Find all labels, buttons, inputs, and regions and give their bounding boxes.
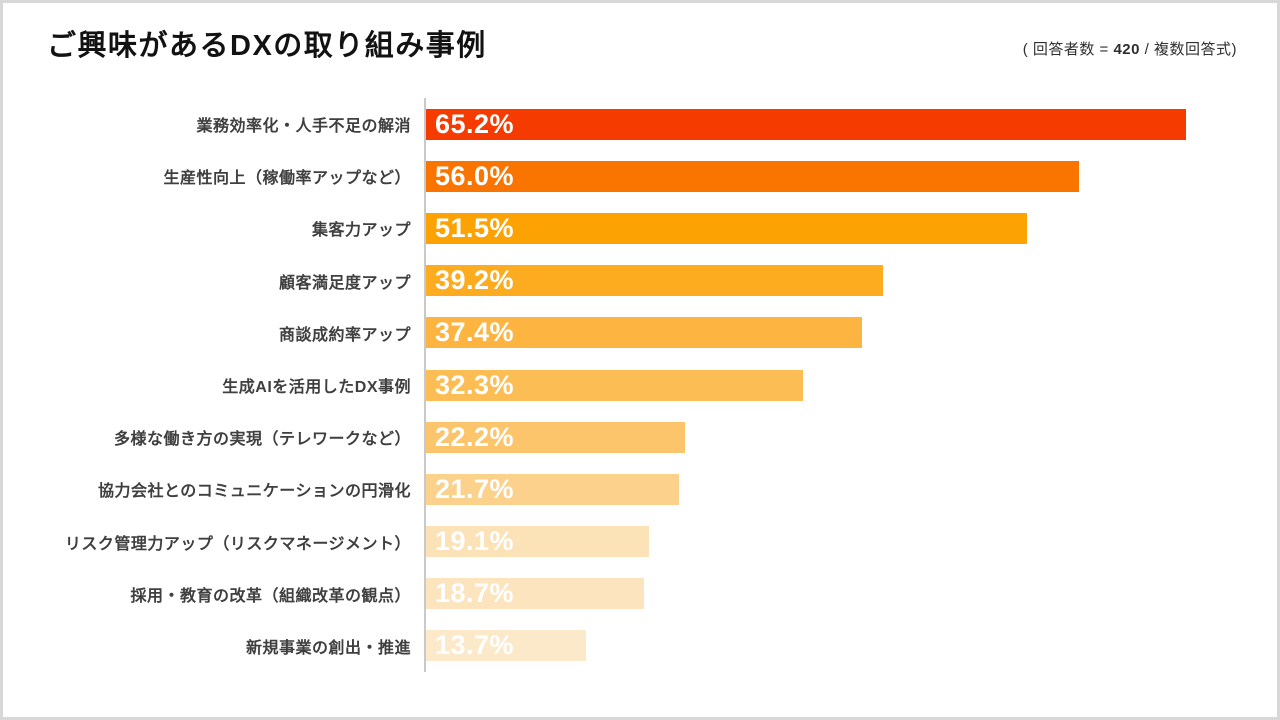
bar: 37.4% [426,317,863,349]
chart-row: 採用・教育の改革（組織改革の観点） 18.7% [3,567,1277,620]
bar-track: 32.3% [424,358,1277,412]
bar: 65.2% [426,108,1187,140]
bar: 39.2% [426,265,884,297]
chart-row: 顧客満足度アップ 39.2% [3,254,1277,307]
bar: 13.7% [426,630,586,662]
bar: 56.0% [426,160,1079,192]
bar-track: 56.0% [424,150,1277,203]
bar: 21.7% [426,473,679,505]
bar-chart: 業務効率化・人手不足の解消 65.2% 生産性向上（稼働率アップなど） 56.0… [3,98,1277,673]
bar-track: 18.7% [424,567,1277,620]
category-label: リスク管理力アップ（リスクマネージメント） [64,535,411,553]
category-label: 採用・教育の改革（組織改革の観点） [130,587,411,605]
respondents-note: ( 回答者数 = 420 / 複数回答式) [1023,38,1237,64]
respondents-count: 420 [1113,40,1140,58]
value-label: 22.2% [435,421,515,452]
bar: 18.7% [426,578,644,610]
category-label: 協力会社とのコミュニケーションの円滑化 [97,483,411,501]
category-label: 商談成約率アップ [278,326,411,344]
category-label: 生成AIを活用したDX事例 [222,379,411,397]
chart-header: ご興味があるDXの取り組み事例 ( 回答者数 = 420 / 複数回答式) [47,29,1237,64]
bar-track: 51.5% [424,202,1277,255]
value-label: 13.7% [435,630,515,661]
chart-row: 生産性向上（稼働率アップなど） 56.0% [3,150,1277,203]
bar-track: 13.7% [424,619,1277,673]
page-title: ご興味があるDXの取り組み事例 [47,30,487,62]
value-label: 39.2% [435,265,515,296]
value-label: 21.7% [435,473,515,504]
bar-track: 21.7% [424,463,1277,516]
value-label: 32.3% [435,369,515,400]
bar-track: 65.2% [424,98,1277,151]
chart-row: 協力会社とのコミュニケーションの円滑化 21.7% [3,463,1277,516]
chart-row: 生成AIを活用したDX事例 32.3% [3,358,1277,412]
bar: 19.1% [426,526,649,558]
bar: 32.3% [426,369,803,401]
chart-row: 多様な働き方の実現（テレワークなど） 22.2% [3,411,1277,464]
value-label: 56.0% [435,160,515,191]
value-label: 19.1% [435,526,515,557]
value-label: 18.7% [435,578,515,609]
category-label: 新規事業の創出・推進 [245,639,411,657]
value-label: 37.4% [435,317,515,348]
value-label: 65.2% [435,108,515,139]
bar-track: 22.2% [424,411,1277,464]
category-label: 多様な働き方の実現（テレワークなど） [113,431,411,449]
chart-row: 新規事業の創出・推進 13.7% [3,619,1277,673]
chart-row: 集客力アップ 51.5% [3,202,1277,255]
bar: 22.2% [426,421,685,453]
category-label: 業務効率化・人手不足の解消 [196,118,411,136]
category-label: 顧客満足度アップ [278,274,411,292]
bar: 51.5% [426,212,1027,244]
bar-track: 37.4% [424,306,1277,359]
chart-row: 商談成約率アップ 37.4% [3,306,1277,359]
category-label: 生産性向上（稼働率アップなど） [163,170,411,188]
bar-track: 19.1% [424,515,1277,568]
bar-track: 39.2% [424,254,1277,307]
category-label: 集客力アップ [311,222,411,240]
chart-row: リスク管理力アップ（リスクマネージメント） 19.1% [3,515,1277,568]
respondents-note-prefix: ( 回答者数 = [1022,40,1114,58]
respondents-note-suffix: / 複数回答式) [1140,40,1237,58]
chart-row: 業務効率化・人手不足の解消 65.2% [3,98,1277,151]
value-label: 51.5% [435,212,515,243]
